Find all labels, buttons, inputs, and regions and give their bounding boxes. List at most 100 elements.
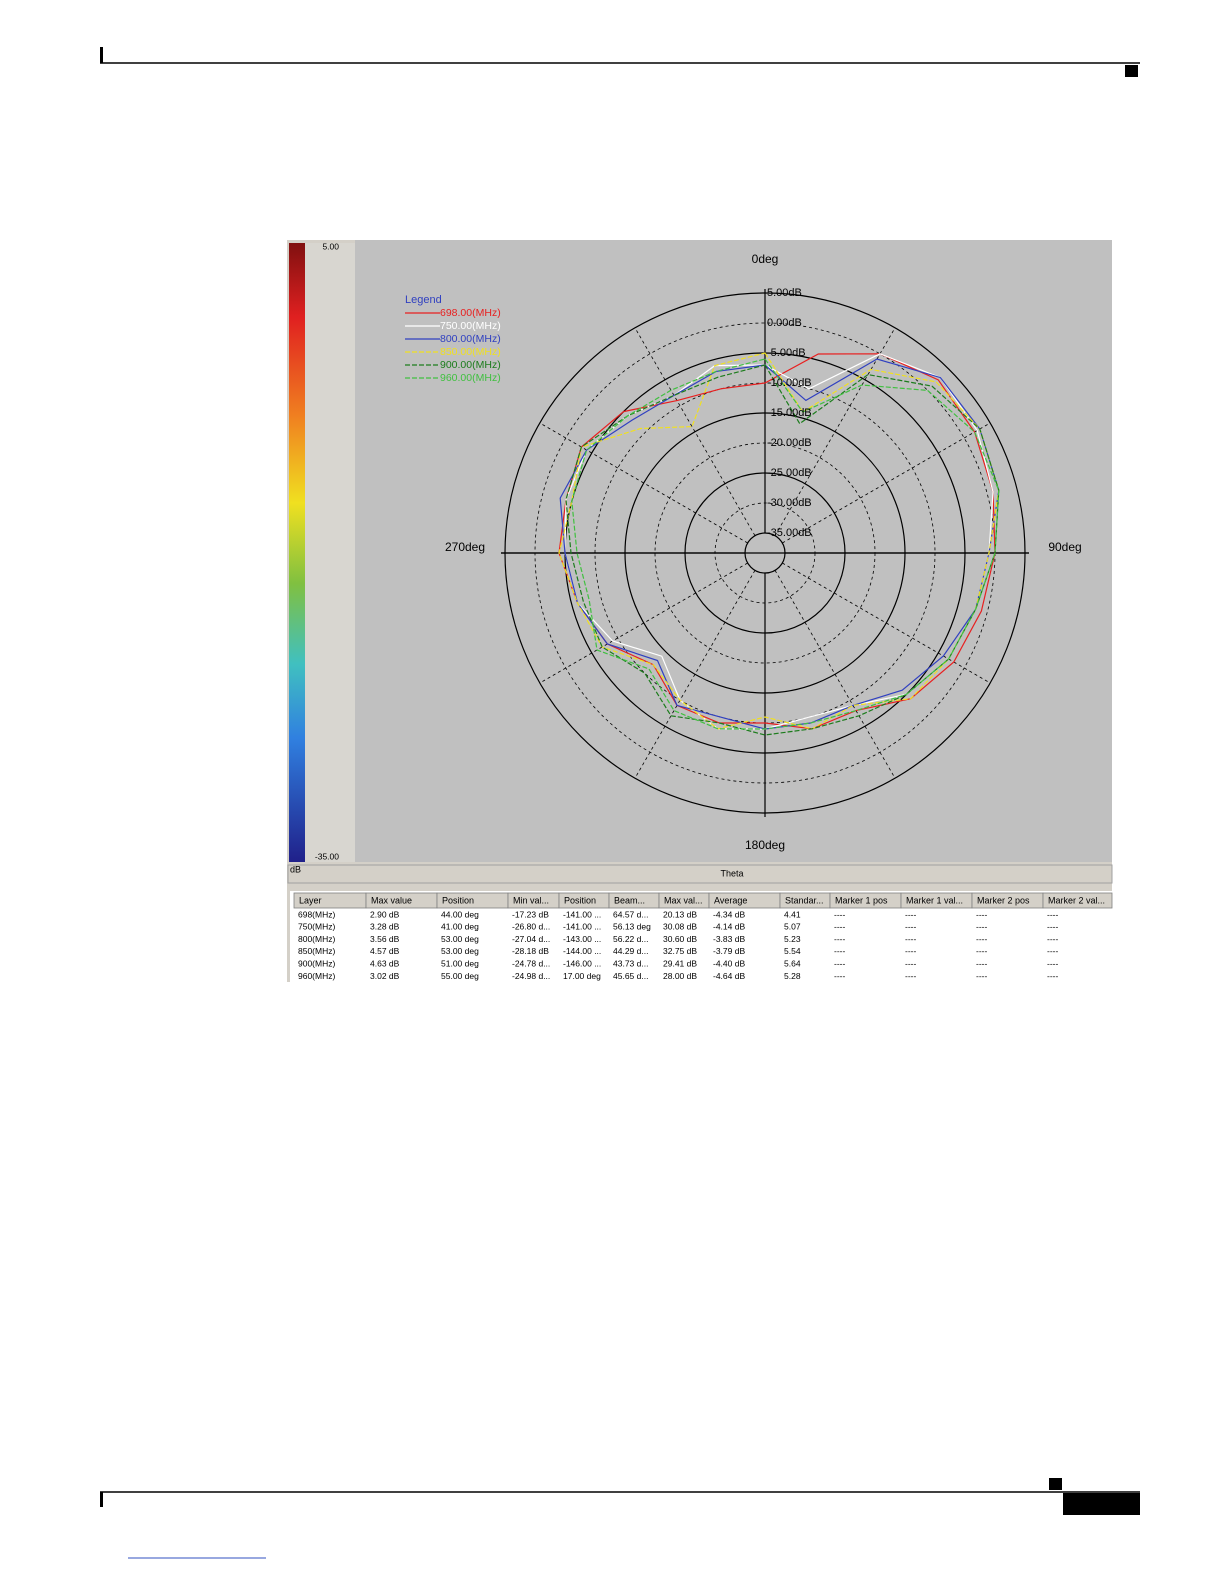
table-header-text: Marker 1 val... [906, 895, 963, 905]
table-cell: ---- [834, 922, 845, 932]
table-cell: ---- [1047, 958, 1058, 968]
series-line [571, 358, 1000, 730]
table-header-text: Layer [299, 895, 322, 905]
header-square [1125, 65, 1138, 77]
header-mark [100, 47, 103, 63]
table-cell: 55.00 deg [441, 971, 479, 981]
table-cell: 698(MHz) [298, 909, 335, 919]
theta-tick-label: 90deg [1048, 540, 1081, 554]
r-tick-label: 5.00dB [767, 287, 802, 299]
footer-tab [1063, 1493, 1140, 1515]
table-cell: -24.98 d... [512, 971, 550, 981]
colorbar [289, 243, 305, 862]
colorbar-tick-label: 5.00 [322, 241, 339, 251]
theta-tick-label: 0deg [752, 252, 779, 266]
table-header-text: Min val... [513, 895, 549, 905]
table-cell: 5.07 [784, 922, 801, 932]
table-cell: 64.57 d... [613, 909, 648, 919]
footer-square [1049, 1478, 1062, 1490]
r-tick-label: -35.00dB [767, 527, 812, 539]
x-axis-label: Theta [720, 868, 743, 878]
table-cell: -146.00 ... [563, 958, 601, 968]
table-cell: -3.83 dB [713, 934, 745, 944]
r-tick-label: -30.00dB [767, 497, 812, 509]
legend-title: Legend [405, 294, 442, 306]
table-cell: 20.13 dB [663, 909, 697, 919]
table-cell: ---- [905, 909, 916, 919]
table-cell: 44.00 deg [441, 909, 479, 919]
table-cell: 30.08 dB [663, 922, 697, 932]
polar-chart: 5.00dB0.00dB-5.00dB-10.00dB-15.00dB-20.0… [290, 241, 1082, 878]
grid-ring [744, 532, 786, 574]
table-cell: 29.41 dB [663, 958, 697, 968]
r-tick-label: -20.00dB [767, 437, 812, 449]
grid-ring [654, 442, 876, 664]
table-header-text: Max val... [664, 895, 703, 905]
table-cell: 56.22 d... [613, 934, 648, 944]
table-cell: -28.18 dB [512, 946, 549, 956]
table-cell: -141.00 ... [563, 909, 601, 919]
table-header-text: Max value [371, 895, 412, 905]
table-cell: -4.14 dB [713, 922, 745, 932]
table-cell: -4.40 dB [713, 958, 745, 968]
table-cell: ---- [976, 958, 987, 968]
table-cell: 900(MHz) [298, 958, 335, 968]
table-cell: ---- [976, 971, 987, 981]
grid-ring [504, 292, 1026, 814]
table-cell: 800(MHz) [298, 934, 335, 944]
table-cell: ---- [1047, 909, 1058, 919]
table-cell: 4.63 dB [370, 958, 400, 968]
colorbar-label: dB [290, 864, 301, 874]
table-cell: ---- [834, 971, 845, 981]
table-header-text: Position [564, 895, 596, 905]
table-cell: -27.04 d... [512, 934, 550, 944]
r-tick-label: -15.00dB [767, 407, 812, 419]
table-header-text: Marker 2 val... [1048, 895, 1105, 905]
table-cell: ---- [1047, 934, 1058, 944]
table-cell: ---- [905, 958, 916, 968]
table-header-text: Marker 2 pos [977, 895, 1030, 905]
r-tick-label: -5.00dB [767, 347, 806, 359]
grid-ring [624, 412, 906, 694]
table-cell: -17.23 dB [512, 909, 549, 919]
table-cell: -24.78 d... [512, 958, 550, 968]
theta-tick-label: 180deg [745, 838, 785, 852]
table-header-text: Marker 1 pos [835, 895, 888, 905]
legend-label: 960.00(MHz) [440, 372, 501, 384]
r-tick-label: 0.00dB [767, 317, 802, 329]
table-cell: ---- [905, 971, 916, 981]
table-cell: -141.00 ... [563, 922, 601, 932]
table-header-cell [1042, 892, 1113, 909]
table-cell: -4.34 dB [713, 909, 745, 919]
table-cell: 5.23 [784, 934, 801, 944]
r-tick-label: -25.00dB [767, 467, 812, 479]
table-cell: -4.64 dB [713, 971, 745, 981]
table-cell: 4.57 dB [370, 946, 400, 956]
table-cell: 44.29 d... [613, 946, 648, 956]
table-cell: 45.65 d... [613, 971, 648, 981]
grid-ring [684, 472, 846, 634]
table-header-text: Standar... [785, 895, 824, 905]
table-cell: 4.41 [784, 909, 801, 919]
table-cell: 3.56 dB [370, 934, 400, 944]
table-cell: ---- [905, 922, 916, 932]
table-cell: 28.00 dB [663, 971, 697, 981]
table-cell: 32.75 dB [663, 946, 697, 956]
footer-mark [100, 1492, 103, 1507]
table-cell: 30.60 dB [663, 934, 697, 944]
legend-label: 900.00(MHz) [440, 359, 501, 371]
r-tick-label: -10.00dB [767, 377, 812, 389]
colorbar-tick-label: -35.00 [315, 851, 339, 861]
series-line [565, 364, 1000, 736]
table-cell: ---- [834, 909, 845, 919]
legend-label: 750.00(MHz) [440, 320, 501, 332]
table-cell: ---- [1047, 922, 1058, 932]
legend-label: 850.00(MHz) [440, 346, 501, 358]
legend-label: 800.00(MHz) [440, 333, 501, 345]
table-cell: -144.00 ... [563, 946, 601, 956]
table-cell: ---- [976, 909, 987, 919]
grid-ring [714, 502, 816, 604]
theta-tick-label: 270deg [445, 540, 485, 554]
table-cell: 56.13 deg [613, 922, 651, 932]
